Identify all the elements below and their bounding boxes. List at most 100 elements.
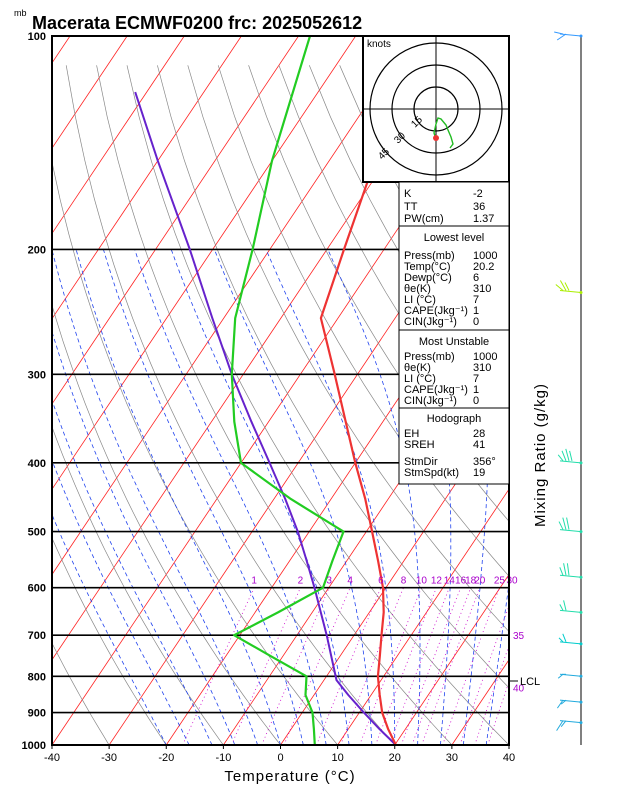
lowest-level-row-label: CIN(Jkg⁻¹) [404, 316, 457, 328]
pressure-tick-label: 700 [28, 630, 46, 642]
parcel-profile-line [134, 91, 397, 745]
lowest-level-row-label: Temp(°C) [404, 261, 451, 273]
wind-barb-flag [563, 563, 567, 576]
dry-adiabat-line [52, 537, 167, 745]
isotherm-line [52, 36, 242, 320]
lcl-marker: LCL [509, 676, 540, 688]
mixing-ratio-line [359, 587, 422, 745]
hodograph-row-label: StmDir [404, 456, 438, 468]
lowest-level-row-value: 310 [473, 283, 491, 295]
wind-barb-flag [560, 720, 567, 727]
dry-adiabat-line [187, 65, 509, 633]
pressure-tick-label: 900 [28, 708, 46, 720]
wind-barb-dot [579, 530, 583, 534]
mixing-ratio-line [231, 587, 301, 745]
pressure-tick-label: 800 [28, 671, 46, 683]
lowest-level-row-value: 0 [473, 316, 479, 328]
wind-barb-flag [569, 450, 573, 461]
index-tt-value: 36 [473, 201, 485, 213]
wind-barb-flag [558, 637, 564, 643]
wind-barb-flag [561, 450, 567, 462]
pressure-tick-label: 400 [28, 458, 46, 470]
wind-barb-staff [559, 574, 582, 578]
wind-barb-flag [556, 33, 567, 41]
temperature-tick-label: -10 [215, 752, 231, 764]
mixing-ratio-label: 10 [416, 576, 428, 587]
moist-adiabat-line [170, 249, 350, 745]
chart-title: Macerata ECMWF0200 frc: 2025052612 [32, 13, 362, 33]
most-unstable-row-value: 1 [473, 384, 479, 396]
isotherm-line [508, 744, 509, 745]
isotherm-line [280, 403, 509, 745]
wind-barb-staff [559, 699, 582, 703]
temperature-profile-line [319, 36, 431, 745]
dry-adiabat-line [52, 160, 339, 745]
hodograph-row-value: 356° [473, 456, 496, 468]
mixing-ratio-label: 14 [444, 576, 456, 587]
mixing-ratio-label: 4 [347, 576, 353, 587]
dry-adiabat-line [52, 425, 224, 745]
temperature-tick-label: 20 [389, 752, 401, 764]
isotherm-line [52, 36, 356, 490]
hodograph-row-value: 28 [473, 428, 485, 440]
pressure-tick-label: 1000 [22, 740, 46, 752]
isotherm-line [52, 36, 299, 405]
most-unstable-row-value: 310 [473, 362, 491, 374]
lowest-level-row-label: CAPE(Jkg⁻¹) [404, 305, 468, 317]
sounding-profiles [134, 36, 431, 745]
wind-barb-flag [562, 517, 567, 530]
index-k-value: -2 [473, 188, 483, 200]
pressure-tick-label: 100 [28, 31, 46, 43]
temperature-tick-label: 0 [277, 752, 283, 764]
hodograph: knots 15 30 45 [362, 35, 510, 183]
temperature-tick-label: -20 [158, 752, 174, 764]
mixing-ratio-label: 40 [513, 684, 525, 695]
background-lines [0, 36, 618, 745]
mixing-ratio-line [283, 587, 351, 745]
wind-barb-flag [558, 521, 564, 530]
moist-adiabat-line [103, 249, 304, 745]
most-unstable-row-label: CIN(Jkg⁻¹) [404, 395, 457, 407]
wind-barb-flag [563, 600, 567, 611]
wind-barb-staff [559, 609, 582, 613]
wind-barb-flag [557, 673, 564, 679]
wind-barb-dot [579, 700, 583, 704]
mixing-ratio-label: 16 [455, 576, 467, 587]
hodograph-row-label: StmSpd(kt) [404, 467, 459, 479]
lcl-label: LCL [520, 676, 540, 688]
index-pw-value: 1.37 [473, 213, 494, 225]
temperature-tick-label: 40 [503, 752, 515, 764]
pressure-axis: 100 200 300 400 500 600 700 800 900 1000 [22, 31, 46, 752]
lowest-level-header: Lowest level [424, 232, 485, 244]
isotherm-line [566, 36, 618, 745]
indices-box-hodograph [398, 407, 510, 485]
isotherm-line [0, 36, 13, 745]
mixing-ratio-label: 8 [401, 576, 407, 587]
wind-barb-flag [556, 699, 564, 709]
lowest-level-row-label: Press(mb) [404, 250, 455, 262]
temperature-axis: -40 -30 -20 -10 0 10 20 30 40 [44, 745, 515, 764]
hodograph-header: Hodograph [427, 413, 481, 425]
wind-barb-flag [565, 448, 570, 461]
temperature-tick-label: -30 [101, 752, 117, 764]
wind-barb-staff [559, 720, 582, 724]
wind-barb-flag [566, 563, 570, 576]
wind-barb-flag [562, 633, 567, 643]
hodograph-ring-15 [413, 86, 459, 132]
wind-barb-dot [579, 721, 583, 725]
mixing-ratio-label: 1 [251, 576, 257, 587]
wind-barb-staff [559, 529, 582, 533]
pressure-tick-label: 500 [28, 527, 46, 539]
wind-barb-panel [554, 31, 583, 745]
dry-adiabat-line [248, 65, 509, 522]
mixing-ratio-label: 35 [513, 631, 525, 642]
mixing-ratio-line [261, 587, 330, 745]
wind-barb-staff [559, 641, 582, 645]
mixing-ratio-line [411, 587, 472, 745]
mixing-ratio-label: 25 [494, 576, 506, 587]
dry-adiabat-line [65, 65, 396, 745]
index-k-label: K [404, 188, 412, 200]
pressure-tick-label: 200 [28, 244, 46, 256]
isotherm-line [52, 36, 128, 149]
